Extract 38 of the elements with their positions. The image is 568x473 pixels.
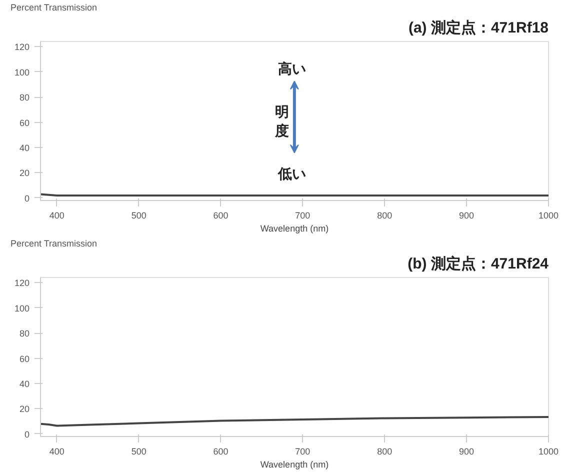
y-tick-label: 0 bbox=[24, 193, 30, 204]
x-axis-title: Wavelength (nm) bbox=[260, 224, 329, 234]
x-tick-label: 400 bbox=[49, 210, 64, 220]
y-tick-label: 120 bbox=[14, 42, 30, 52]
x-axis-title: Wavelength (nm) bbox=[260, 460, 329, 470]
y-axis-title: Percent Transmission bbox=[10, 2, 98, 12]
x-tick-label: 700 bbox=[295, 446, 310, 456]
annotation: 高い bbox=[278, 60, 306, 77]
line-series bbox=[40, 416, 548, 427]
x-tick-label: 600 bbox=[213, 210, 228, 220]
x-tick-label: 400 bbox=[49, 446, 64, 456]
annotation: 明度 bbox=[274, 103, 289, 139]
x-tick-label: 800 bbox=[377, 210, 392, 220]
x-tick-label: 500 bbox=[131, 210, 146, 220]
y-axis-title: Percent Transmission bbox=[10, 238, 98, 248]
y-tick-label: 120 bbox=[14, 278, 30, 288]
annotation: 低い bbox=[276, 165, 306, 182]
x-tick-label: 900 bbox=[459, 446, 474, 456]
x-tick-label: 700 bbox=[295, 210, 310, 220]
x-tick-label: 600 bbox=[213, 446, 228, 456]
chart-title: (b) 測定点：471Rf24 bbox=[408, 254, 550, 272]
y-tick-label: 0 bbox=[24, 429, 30, 440]
x-tick-label: 1000 bbox=[538, 446, 559, 456]
y-tick-label: 40 bbox=[19, 143, 30, 153]
x-tick-label: 1000 bbox=[538, 210, 559, 220]
y-tick-label: 20 bbox=[19, 404, 30, 414]
chart-title: (a) 測定点：471Rf18 bbox=[408, 18, 549, 36]
y-tick-label: 80 bbox=[19, 328, 30, 339]
y-tick-label: 80 bbox=[19, 92, 30, 103]
x-tick-label: 900 bbox=[459, 210, 474, 220]
x-tick-label: 800 bbox=[377, 446, 392, 456]
y-tick-label: 60 bbox=[19, 354, 30, 364]
y-tick-label: 100 bbox=[14, 67, 30, 78]
y-tick-label: 60 bbox=[19, 118, 30, 128]
x-tick-label: 500 bbox=[131, 446, 146, 456]
y-tick-label: 40 bbox=[19, 379, 30, 389]
y-tick-label: 20 bbox=[19, 168, 30, 178]
y-tick-label: 100 bbox=[14, 303, 30, 314]
